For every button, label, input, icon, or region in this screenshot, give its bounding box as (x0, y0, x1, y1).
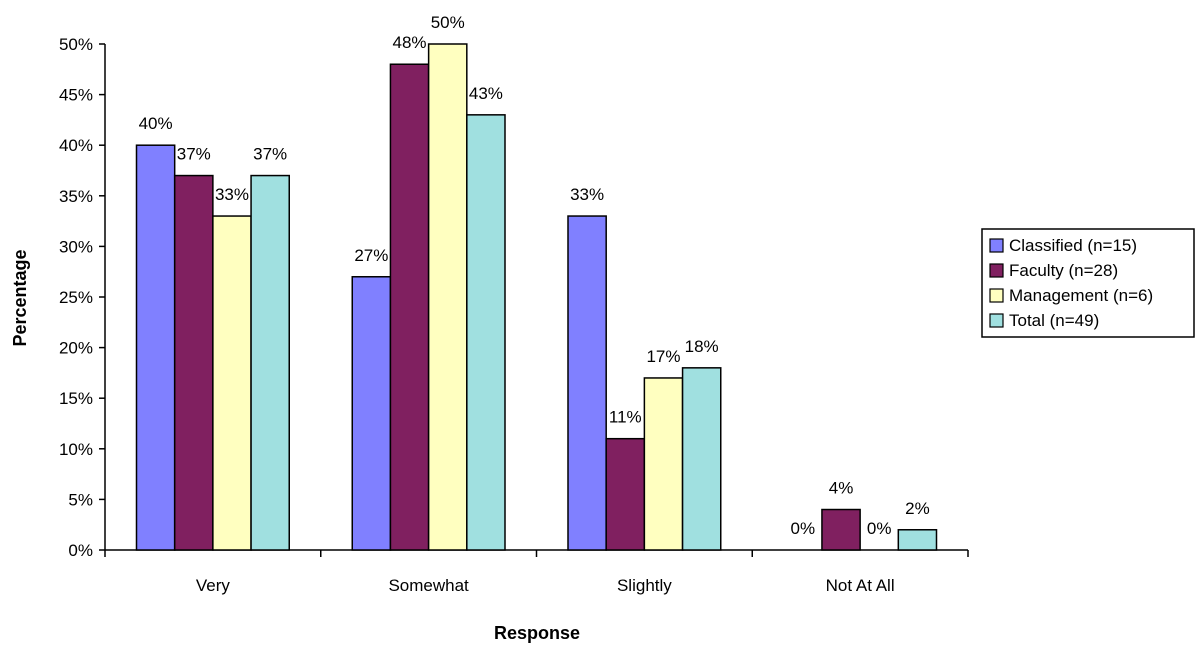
bar (173, 174, 214, 551)
x-tick-label: Slightly (617, 576, 672, 595)
x-tick-label: Somewhat (388, 576, 469, 595)
legend-label: Faculty (n=28) (1009, 261, 1118, 280)
bar (389, 63, 430, 551)
legend-label: Classified (n=15) (1009, 236, 1137, 255)
y-axis-title: Percentage (10, 249, 30, 346)
legend-swatch (989, 313, 1004, 328)
y-tick-label: 40% (59, 136, 93, 155)
x-tick-label: Not At All (826, 576, 895, 595)
y-tick-label: 20% (59, 339, 93, 358)
x-axis: Very Somewhat Slightly Not At All (104, 549, 969, 595)
y-tick-label: 15% (59, 389, 93, 408)
legend-swatch (989, 288, 1004, 303)
data-labels: 40% 27% 33% 0% 37% 48% 11% 4% 33% 50% 17% 0% 37% 43% 1… (139, 13, 930, 538)
y-tick-label: 10% (59, 440, 93, 459)
x-tick-label: Very (196, 576, 231, 595)
bar (605, 437, 646, 551)
data-label: 37% (253, 145, 287, 164)
data-label: 50% (431, 13, 465, 32)
bar (567, 215, 607, 551)
bar (250, 174, 291, 551)
bar (212, 215, 252, 551)
y-tick-label: 5% (68, 490, 93, 509)
bars (135, 43, 938, 551)
y-axis: 0% 5% 10% 15% 20% 25% 30% 35% 40% 45% 50% (59, 35, 106, 560)
data-label: 33% (570, 185, 604, 204)
y-tick-label: 50% (59, 35, 93, 54)
bar (643, 377, 684, 551)
data-label: 2% (905, 499, 930, 518)
x-axis-title: Response (494, 623, 580, 643)
data-label: 33% (215, 185, 249, 204)
y-tick-label: 25% (59, 288, 93, 307)
data-label: 0% (791, 519, 816, 538)
bar (897, 529, 938, 551)
bar (681, 367, 722, 551)
legend-box (981, 228, 1195, 338)
data-label: 43% (469, 84, 503, 103)
data-label: 37% (177, 145, 211, 164)
data-label: 4% (829, 479, 854, 498)
data-label: 0% (867, 519, 892, 538)
data-label: 40% (139, 114, 173, 133)
bar (135, 144, 176, 551)
data-label: 27% (354, 246, 388, 265)
legend-swatch (989, 263, 1004, 278)
bar (351, 276, 392, 551)
y-tick-label: 45% (59, 86, 93, 105)
y-tick-label: 0% (68, 541, 93, 560)
data-label: 18% (685, 337, 719, 356)
legend: Classified (n=15) Faculty (n=28) Managemen… (981, 228, 1195, 338)
bar (427, 43, 468, 551)
data-label: 11% (609, 408, 642, 427)
bar (466, 114, 506, 551)
legend-swatch (989, 238, 1004, 253)
bar (821, 508, 861, 551)
data-label: 17% (646, 347, 680, 366)
y-tick-label: 30% (59, 237, 93, 256)
legend-label: Management (n=6) (1009, 286, 1153, 305)
y-tick-label: 35% (59, 187, 93, 206)
legend-label: Total (n=49) (1009, 311, 1099, 330)
data-label: 48% (393, 33, 427, 52)
